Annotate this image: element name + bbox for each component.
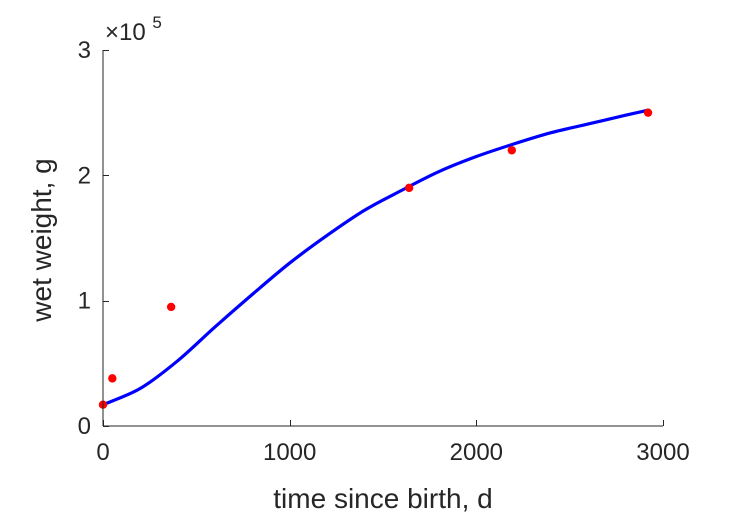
y-axis-title: wet weight, g: [26, 158, 57, 322]
x-tick-label: 0: [96, 439, 109, 466]
data-point: [643, 108, 653, 117]
y-tick-label: 0: [78, 413, 91, 440]
x-axis-title: time since birth, d: [273, 483, 492, 514]
data-point: [166, 302, 176, 312]
y-multiplier-exponent: 5: [152, 13, 161, 32]
x-tick-label: 3000: [636, 439, 689, 466]
data-point: [404, 183, 414, 193]
axes: [102, 50, 663, 427]
y-tick-label: 2: [78, 162, 91, 189]
data-point: [108, 374, 117, 383]
data-point: [507, 146, 516, 155]
y-tick-label: 1: [78, 288, 91, 315]
ticks: [103, 50, 664, 427]
y-axis-multiplier: ×10 5: [105, 13, 162, 46]
plot-area: [98, 108, 653, 409]
model-curve: [101, 108, 650, 407]
y-tick-label: 3: [78, 37, 91, 64]
tick-labels: 0 1000 2000 3000 0 1 2 3: [78, 37, 690, 466]
y-multiplier-base: ×10: [105, 19, 146, 46]
x-tick-label: 2000: [450, 439, 503, 466]
x-tick-label: 1000: [263, 439, 316, 466]
